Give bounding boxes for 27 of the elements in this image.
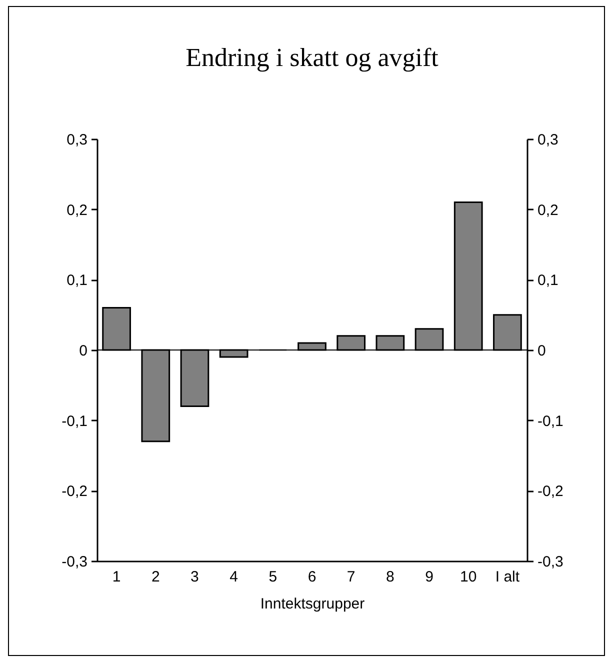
y2-tick-label: -0,2	[538, 483, 564, 500]
x-tick-label: 9	[425, 568, 434, 586]
y-tick-label: 0	[79, 342, 88, 360]
chart-title: Endring i skatt og avgift	[186, 43, 440, 72]
x-tick-label: 8	[386, 568, 394, 586]
y2-tick-label: -0,3	[538, 554, 564, 570]
y-tick-label: -0,1	[62, 412, 88, 430]
x-tick-label: I alt	[495, 568, 520, 586]
y-tick-label: 0,2	[66, 202, 88, 219]
x-tick-label: 7	[346, 568, 356, 586]
x-tick-label: 4	[230, 568, 238, 586]
x-tick-label: 1	[112, 568, 121, 586]
x-tick-label: 10	[460, 568, 477, 586]
y-tick-label: -0,3	[62, 554, 88, 570]
x-axis-title: Inntektsgrupper	[260, 596, 365, 612]
y-tick-label: -0,2	[62, 483, 88, 500]
x-tick-label: 6	[308, 568, 316, 586]
y2-tick-label: 0,1	[538, 272, 558, 290]
x-tick-label: 5	[268, 568, 278, 586]
x-tick-label: 3	[190, 568, 199, 586]
y-tick-label: 0,1	[66, 272, 88, 290]
y2-tick-label: 0	[538, 342, 546, 360]
x-tick-label: 2	[151, 568, 160, 586]
y2-tick-label: 0,3	[538, 132, 558, 148]
y2-tick-label: -0,1	[538, 412, 564, 430]
y2-tick-label: 0,2	[538, 202, 558, 219]
y-tick-label: 0,3	[66, 132, 88, 148]
